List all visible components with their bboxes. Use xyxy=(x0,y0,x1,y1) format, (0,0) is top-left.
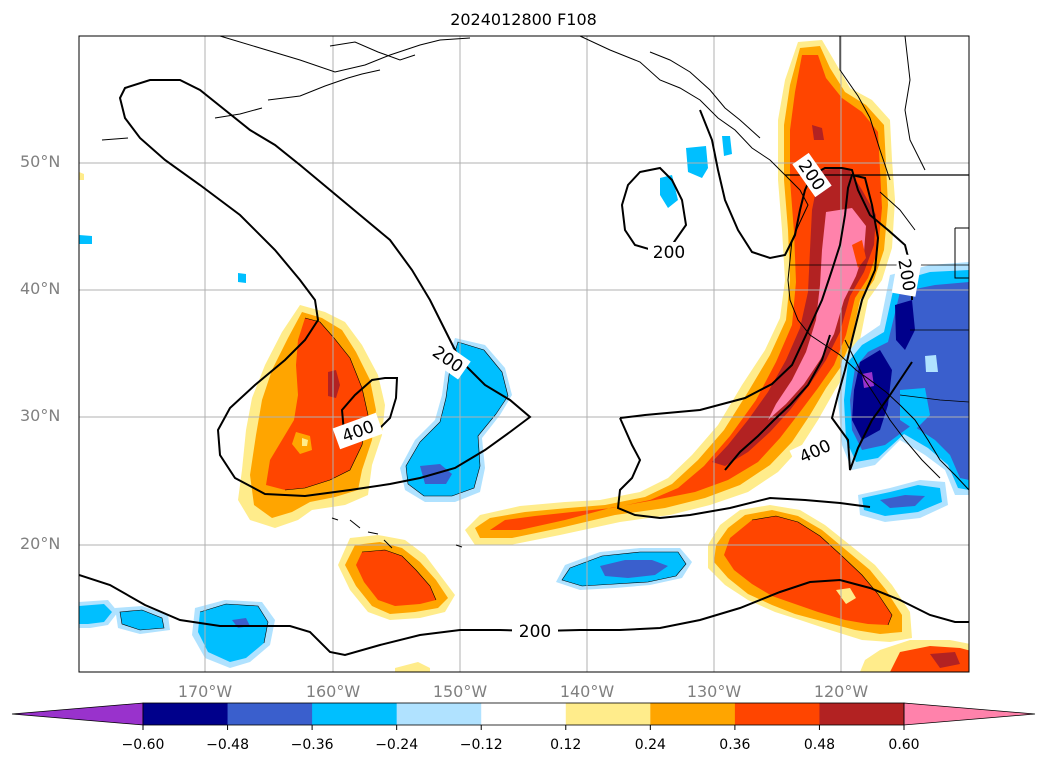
colorbar xyxy=(11,702,1036,730)
colorbar-label: −0.36 xyxy=(290,737,334,753)
coastlines xyxy=(101,36,969,549)
colorbar-cell xyxy=(143,703,229,725)
colorbar-cell xyxy=(481,703,567,725)
plot-frame xyxy=(78,35,970,673)
lon-label-170w: 170°W xyxy=(177,682,233,701)
anomaly-edge-contours xyxy=(119,317,893,644)
colorbar-cell xyxy=(312,703,398,725)
negative-anomaly-mexico xyxy=(838,262,969,522)
contour-label-200-c: 200 xyxy=(519,622,551,642)
colorbar-extend-min xyxy=(11,702,144,726)
colorbar-label: 0.48 xyxy=(803,737,836,753)
contour-label-200-b: 200 xyxy=(653,243,685,263)
colorbar-label: 0.24 xyxy=(634,737,666,753)
colorbar-extend-max xyxy=(903,702,1036,726)
lon-label-130w: 130°W xyxy=(686,682,742,701)
negative-anomaly-south xyxy=(556,548,692,590)
map-title: 2024012800 F108 xyxy=(450,10,597,29)
lat-label-20n: 20°N xyxy=(20,534,61,553)
colorbar-cells xyxy=(143,703,905,725)
colorbar-cell xyxy=(734,703,820,725)
lat-label-30n: 30°N xyxy=(20,406,61,425)
colorbar-label: 0.60 xyxy=(888,737,920,753)
colorbar-label: −0.60 xyxy=(121,737,165,753)
colorbar-cell xyxy=(396,703,482,725)
colorbar-label: −0.12 xyxy=(459,737,503,753)
lat-label-50n: 50°N xyxy=(20,152,61,171)
contour-label-backgrounds xyxy=(332,152,923,642)
colorbar-label: 0.12 xyxy=(550,737,582,753)
positive-anomaly-central-pacific xyxy=(238,305,385,528)
colorbar-label: −0.48 xyxy=(206,737,249,753)
colorbar-cell xyxy=(650,703,736,725)
positive-anomaly-southeast xyxy=(708,505,969,672)
lon-label-120w: 120°W xyxy=(813,682,869,701)
lat-label-40n: 40°N xyxy=(20,279,61,298)
colorbar-label: 0.36 xyxy=(719,737,751,753)
colorbar-label: −0.24 xyxy=(375,737,419,753)
negative-anomaly-west xyxy=(79,235,275,668)
colorbar-cell xyxy=(227,703,313,725)
lon-label-160w: 160°W xyxy=(305,682,361,701)
lon-label-140w: 140°W xyxy=(559,682,615,701)
colorbar-cell xyxy=(565,703,651,725)
lon-label-150w: 150°W xyxy=(432,682,488,701)
positive-anomaly-hawaii xyxy=(338,535,455,620)
colorbar-cell xyxy=(819,703,905,725)
positive-anomaly-edge xyxy=(79,172,84,180)
positive-anomaly-small xyxy=(395,662,430,672)
map-plot-area: 200 200 200 200 400 400 200 xyxy=(79,36,969,672)
